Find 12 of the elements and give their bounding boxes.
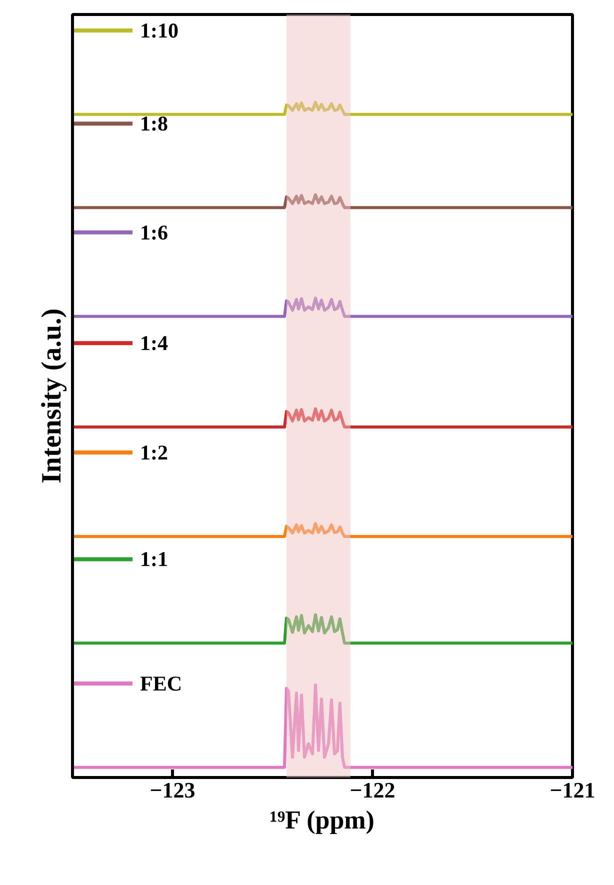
legend-label: 1:8: [140, 112, 168, 136]
legend-label: 1:6: [140, 220, 168, 244]
legend-label: 1:1: [140, 547, 168, 572]
legend-label: 1:10: [140, 18, 178, 43]
legend-label: 1:2: [140, 440, 168, 465]
x-tick-label: −121: [550, 778, 596, 802]
legend-label: FEC: [140, 671, 182, 696]
x-tick-label: −122: [350, 778, 396, 802]
legend-label: 1:4: [140, 331, 168, 356]
x-axis-title: ¹⁹F (ppm): [270, 806, 374, 834]
y-axis-title: Intensity (a.u.): [36, 308, 68, 484]
x-tick-label: −123: [150, 778, 196, 802]
